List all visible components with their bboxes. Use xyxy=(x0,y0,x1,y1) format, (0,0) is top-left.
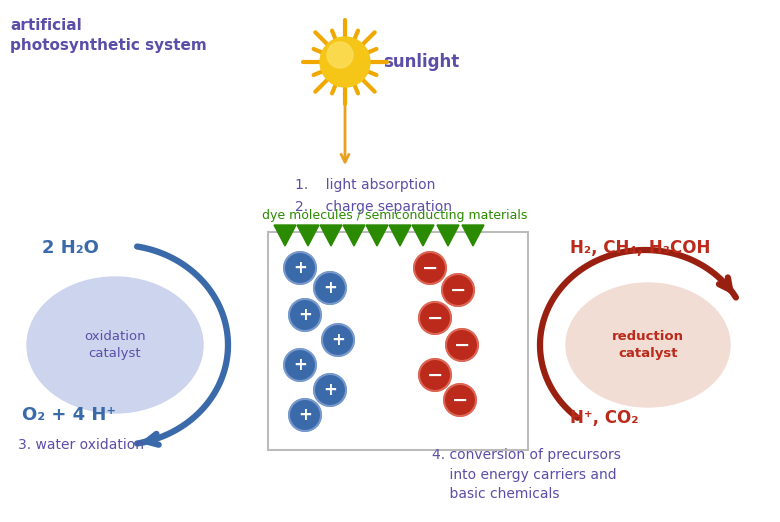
Polygon shape xyxy=(343,225,365,246)
Text: O₂ + 4 H⁺: O₂ + 4 H⁺ xyxy=(22,406,116,424)
Text: oxidation
catalyst: oxidation catalyst xyxy=(84,330,146,360)
Circle shape xyxy=(314,272,346,304)
Circle shape xyxy=(444,384,476,416)
Text: dye molecules / semiconducting materials: dye molecules / semiconducting materials xyxy=(262,209,528,222)
Text: −: − xyxy=(450,280,466,300)
Text: −: − xyxy=(454,336,470,354)
Bar xyxy=(268,232,528,450)
Text: −: − xyxy=(422,258,438,278)
Text: +: + xyxy=(331,331,345,349)
Polygon shape xyxy=(366,225,388,246)
Circle shape xyxy=(284,252,316,284)
Text: 4. conversion of precursors
    into energy carriers and
    basic chemicals: 4. conversion of precursors into energy … xyxy=(432,448,621,501)
Text: sunlight: sunlight xyxy=(383,53,459,71)
Circle shape xyxy=(320,37,370,87)
Circle shape xyxy=(322,324,354,356)
Text: 3. water oxidation: 3. water oxidation xyxy=(18,438,144,452)
Text: −: − xyxy=(427,309,443,327)
Polygon shape xyxy=(297,225,319,246)
Text: reduction
catalyst: reduction catalyst xyxy=(612,330,684,360)
Circle shape xyxy=(327,42,353,68)
Text: −: − xyxy=(452,390,468,409)
Text: H⁺, CO₂: H⁺, CO₂ xyxy=(570,409,639,427)
Text: −: − xyxy=(427,365,443,385)
Text: +: + xyxy=(323,381,337,399)
Text: H₂, CH₄, H₃COH: H₂, CH₄, H₃COH xyxy=(570,239,711,257)
Text: +: + xyxy=(298,406,312,424)
Ellipse shape xyxy=(566,283,730,407)
Polygon shape xyxy=(389,225,411,246)
Circle shape xyxy=(446,329,478,361)
Text: artificial
photosynthetic system: artificial photosynthetic system xyxy=(10,18,207,53)
Polygon shape xyxy=(412,225,434,246)
Ellipse shape xyxy=(27,277,203,413)
Text: +: + xyxy=(293,356,307,374)
Circle shape xyxy=(314,374,346,406)
Text: +: + xyxy=(293,259,307,277)
Circle shape xyxy=(289,399,321,431)
Polygon shape xyxy=(462,225,484,246)
Text: 1.    light absorption
2.    charge separation: 1. light absorption 2. charge separation xyxy=(295,178,452,213)
Circle shape xyxy=(284,349,316,381)
Circle shape xyxy=(419,302,451,334)
Circle shape xyxy=(289,299,321,331)
Circle shape xyxy=(442,274,474,306)
Circle shape xyxy=(414,252,446,284)
Text: +: + xyxy=(298,306,312,324)
Text: 2 H₂O: 2 H₂O xyxy=(42,239,99,257)
Text: +: + xyxy=(323,279,337,297)
Polygon shape xyxy=(320,225,342,246)
Circle shape xyxy=(419,359,451,391)
Polygon shape xyxy=(274,225,296,246)
Polygon shape xyxy=(437,225,459,246)
